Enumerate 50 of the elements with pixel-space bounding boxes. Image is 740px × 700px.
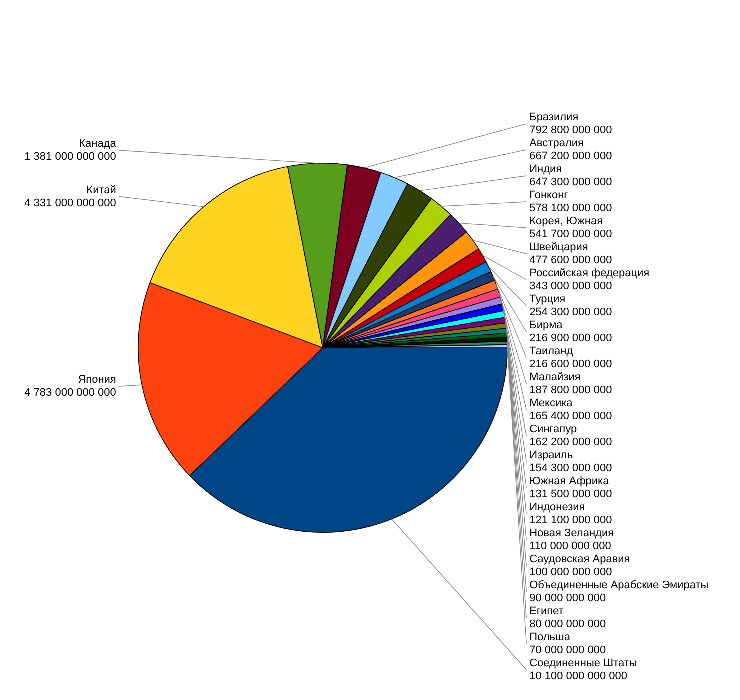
data-label: 80 000 000 000 [530,618,606,631]
data-label: 541 700 000 000 [530,228,612,241]
slice-label: Индонезия [530,502,586,514]
slice-label: Израиль [530,450,574,462]
data-label: 10 100 000 000 000 [530,670,628,683]
data-label: 647 300 000 000 [530,176,612,189]
slice-label: Польша [530,632,572,644]
slice-label: Китай [86,184,116,196]
slice-label: Саудовская Аравия [530,554,630,566]
slice-label: Объединенные Арабские Эмираты [530,580,709,592]
data-label: 90 000 000 000 [530,592,606,605]
data-label: 154 300 000 000 [530,462,612,475]
data-label: 578 100 000 000 [530,202,612,215]
data-label: 792 800 000 000 [530,124,612,137]
data-label: 165 400 000 000 [530,410,612,423]
data-label: 70 000 000 000 [530,644,606,657]
data-label: 121 100 000 000 [530,514,612,527]
slice-label: Египет [530,606,564,618]
data-label: 254 300 000 000 [530,306,612,319]
data-label: 1 381 000 000 000 [24,151,116,164]
data-label: 110 000 000 000 [530,540,612,553]
data-label: 216 600 000 000 [530,358,612,371]
slice-label: Соединенные Штаты [530,658,638,670]
slice-label: Российская федерация [530,268,650,280]
slice-label: Япония [78,374,116,386]
slice-label: Швейцария [530,242,588,254]
slice-label: Новая Зеландия [530,528,614,540]
slice-label: Сингапур [530,424,578,436]
slice-label: Бразилия [530,112,579,124]
data-label: 477 600 000 000 [530,254,612,267]
slice-label: Гонконг [530,190,568,202]
slice-label: Корея, Южная [530,216,604,228]
slice-label: Канада [79,138,118,150]
slice-label: Индия [530,164,562,176]
slice-label: Мексика [530,398,574,410]
data-label: 4 783 000 000 000 [24,387,116,400]
slice-label: Турция [530,294,566,306]
slice-label: Южная Африка [530,476,610,488]
data-label: 216 900 000 000 [530,332,612,345]
data-label: 162 200 000 000 [530,436,612,449]
data-label: 100 000 000 000 [530,566,612,579]
slice-label: Малайзия [530,372,581,384]
data-label: 187 800 000 000 [530,384,612,397]
data-label: 667 200 000 000 [530,150,612,163]
slice-label: Таиланд [530,346,574,358]
slice-label: Австралия [530,138,584,150]
data-label: 4 331 000 000 000 [24,197,116,210]
data-label: 343 000 000 000 [530,280,612,293]
slice-label: Бирма [530,320,564,332]
data-label: 131 500 000 000 [530,488,612,501]
